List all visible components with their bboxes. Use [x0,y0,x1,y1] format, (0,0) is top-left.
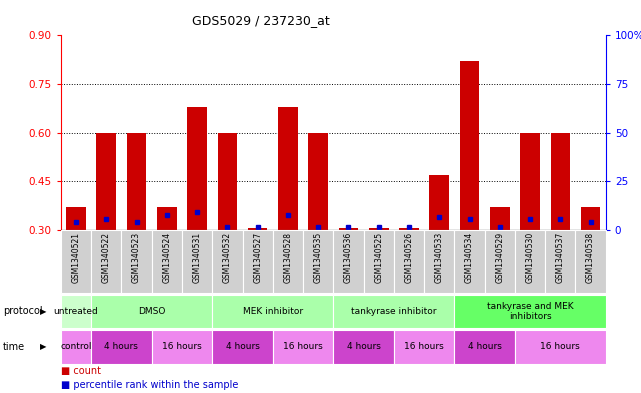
Text: 16 hours: 16 hours [283,342,323,351]
Bar [96,132,116,230]
Text: GSM1340531: GSM1340531 [192,232,202,283]
Bar [515,230,545,293]
Text: GSM1340524: GSM1340524 [162,232,171,283]
Text: GSM1340537: GSM1340537 [556,232,565,283]
Text: 4 hours: 4 hours [104,342,138,351]
Text: time: time [3,342,26,352]
Bar [333,295,454,328]
Text: GSM1340538: GSM1340538 [586,232,595,283]
Bar [460,61,479,230]
Bar [66,207,86,230]
Bar [212,230,242,293]
Bar [187,107,207,230]
Text: GSM1340523: GSM1340523 [132,232,141,283]
Text: GSM1340532: GSM1340532 [223,232,232,283]
Bar [545,230,576,293]
Bar [308,132,328,230]
Text: ■ count: ■ count [61,366,101,376]
Text: 4 hours: 4 hours [226,342,260,351]
Text: 16 hours: 16 hours [162,342,202,351]
Text: GDS5029 / 237230_at: GDS5029 / 237230_at [192,14,330,27]
Bar [152,230,182,293]
Bar [152,330,212,364]
Bar [248,228,267,230]
Text: GSM1340536: GSM1340536 [344,232,353,283]
Text: 4 hours: 4 hours [468,342,502,351]
Text: 16 hours: 16 hours [540,342,580,351]
Bar [454,230,485,293]
Bar [394,330,454,364]
Text: GSM1340530: GSM1340530 [526,232,535,283]
Bar [121,230,152,293]
Text: GSM1340534: GSM1340534 [465,232,474,283]
Bar [212,295,333,328]
Bar [363,230,394,293]
Bar [157,207,177,230]
Bar [424,230,454,293]
Text: GSM1340521: GSM1340521 [72,232,81,283]
Bar [369,228,388,230]
Bar [454,295,606,328]
Bar [515,330,606,364]
Bar [429,175,449,230]
Text: GSM1340535: GSM1340535 [313,232,322,283]
Text: GSM1340526: GSM1340526 [404,232,413,283]
Bar [490,207,510,230]
Bar [303,230,333,293]
Bar [399,228,419,230]
Text: GSM1340528: GSM1340528 [283,232,292,283]
Bar [581,207,601,230]
Bar [212,330,273,364]
Bar [273,230,303,293]
Bar [182,230,212,293]
Text: untreated: untreated [54,307,99,316]
Text: ▶: ▶ [40,307,47,316]
Bar [127,132,146,230]
Bar [217,132,237,230]
Text: protocol: protocol [3,307,43,316]
Text: 4 hours: 4 hours [347,342,381,351]
Text: GSM1340525: GSM1340525 [374,232,383,283]
Bar [333,330,394,364]
Bar [61,295,91,328]
Bar [278,107,298,230]
Text: 16 hours: 16 hours [404,342,444,351]
Bar [91,230,121,293]
Bar [242,230,273,293]
Bar [394,230,424,293]
Text: MEK inhibitor: MEK inhibitor [243,307,303,316]
Bar [338,228,358,230]
Bar [576,230,606,293]
Bar [273,330,333,364]
Bar [61,330,91,364]
Text: ■ percentile rank within the sample: ■ percentile rank within the sample [61,380,238,390]
Bar [551,132,570,230]
Bar [61,230,91,293]
Text: GSM1340533: GSM1340533 [435,232,444,283]
Bar [91,330,152,364]
Text: tankyrase inhibitor: tankyrase inhibitor [351,307,437,316]
Text: ▶: ▶ [40,342,47,351]
Bar [485,230,515,293]
Text: GSM1340527: GSM1340527 [253,232,262,283]
Text: tankyrase and MEK
inhibitors: tankyrase and MEK inhibitors [487,302,574,321]
Bar [333,230,363,293]
Text: GSM1340522: GSM1340522 [102,232,111,283]
Bar [91,295,212,328]
Text: control: control [60,342,92,351]
Bar [454,330,515,364]
Bar [520,132,540,230]
Text: GSM1340529: GSM1340529 [495,232,504,283]
Text: DMSO: DMSO [138,307,165,316]
